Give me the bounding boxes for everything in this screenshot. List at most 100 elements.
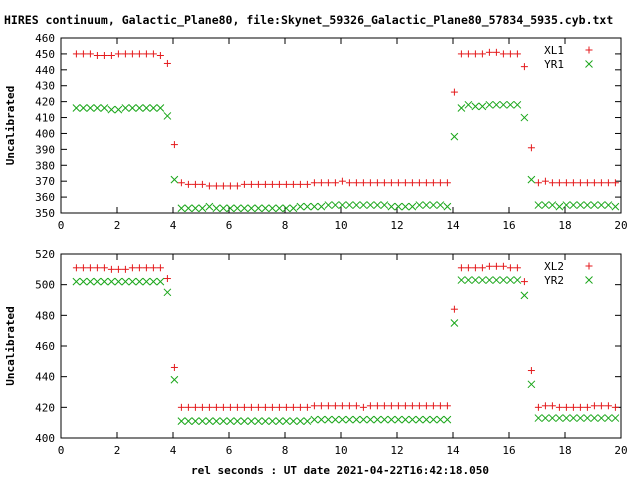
data-point (499, 50, 507, 58)
data-point (499, 100, 508, 109)
y-tick-label: 350 (35, 207, 55, 220)
data-point (366, 402, 374, 410)
data-point (513, 264, 521, 272)
data-point (394, 402, 402, 410)
data-point (492, 262, 500, 270)
y-tick-label: 410 (35, 112, 55, 125)
data-point (170, 363, 178, 371)
legend-marker (585, 46, 593, 54)
data-point (226, 182, 234, 190)
series-xl2 (72, 262, 619, 411)
y-tick-label: 420 (35, 96, 55, 109)
data-point (429, 201, 438, 209)
x-tick-label: 0 (58, 219, 65, 232)
data-point (345, 179, 353, 187)
data-point (86, 50, 94, 58)
data-point (303, 417, 312, 425)
data-point (170, 175, 179, 184)
data-point (317, 179, 325, 187)
data-point (205, 417, 214, 425)
x-axis-label: rel seconds : UT date 2021-04-22T16:42:1… (191, 464, 489, 477)
data-point (450, 319, 459, 327)
data-point (289, 180, 297, 188)
data-point (492, 276, 501, 284)
data-point (597, 402, 605, 410)
data-point (205, 202, 214, 211)
data-point (485, 100, 494, 109)
data-point (107, 52, 115, 59)
data-point (373, 179, 381, 187)
legend-label: XL1 (544, 44, 564, 57)
data-point (569, 414, 578, 422)
data-point (121, 104, 130, 112)
data-point (93, 52, 101, 59)
data-point (345, 415, 354, 424)
data-point (212, 403, 220, 411)
data-point (429, 179, 437, 187)
data-point (506, 100, 515, 109)
x-tick-label: 2 (114, 219, 121, 232)
data-point (135, 277, 144, 286)
data-point (100, 104, 109, 112)
data-point (590, 179, 598, 187)
data-point (184, 417, 193, 425)
data-point (254, 180, 262, 188)
data-point (415, 415, 424, 424)
y-tick-label: 480 (35, 309, 55, 322)
data-point (604, 414, 613, 422)
data-point (170, 141, 178, 149)
x-tick-label: 4 (170, 444, 177, 457)
data-point (240, 417, 249, 425)
data-point (408, 415, 417, 424)
data-point (275, 417, 284, 425)
plot-frame (60, 37, 622, 214)
data-point (233, 182, 241, 190)
data-point (247, 180, 255, 188)
data-point (93, 264, 101, 272)
y-tick-label: 420 (35, 401, 55, 414)
data-point (422, 415, 431, 424)
data-point (471, 276, 480, 284)
data-point (576, 179, 584, 187)
x-tick-label: 10 (334, 444, 347, 457)
data-point (142, 264, 150, 272)
data-point (485, 48, 493, 56)
data-point (324, 201, 333, 209)
data-point (401, 179, 409, 187)
data-point (408, 179, 416, 187)
data-point (177, 204, 186, 213)
x-tick-label: 20 (614, 444, 627, 457)
data-point (338, 415, 347, 424)
data-point (380, 179, 388, 187)
data-point (611, 414, 620, 422)
data-point (436, 415, 445, 424)
data-point (359, 201, 368, 209)
data-point (408, 402, 416, 410)
y-tick-label: 460 (35, 32, 55, 45)
x-tick-label: 20 (614, 219, 627, 232)
data-point (387, 202, 396, 211)
data-point (401, 415, 410, 424)
data-point (548, 414, 557, 422)
data-point (415, 402, 423, 410)
data-point (156, 52, 164, 59)
data-point (240, 403, 248, 411)
data-point (352, 201, 361, 209)
data-point (597, 179, 605, 187)
data-point (317, 415, 326, 424)
data-point (492, 48, 500, 56)
data-point (163, 275, 171, 283)
data-point (583, 414, 592, 422)
data-point (555, 414, 564, 422)
data-point (485, 276, 494, 284)
data-point (86, 277, 95, 286)
data-point (128, 277, 137, 286)
series-yr1 (72, 100, 620, 213)
data-point (212, 182, 220, 190)
y-tick-label: 520 (35, 248, 55, 261)
data-point (604, 402, 612, 410)
data-point (394, 415, 403, 424)
data-point (373, 201, 382, 209)
data-point (443, 402, 451, 410)
